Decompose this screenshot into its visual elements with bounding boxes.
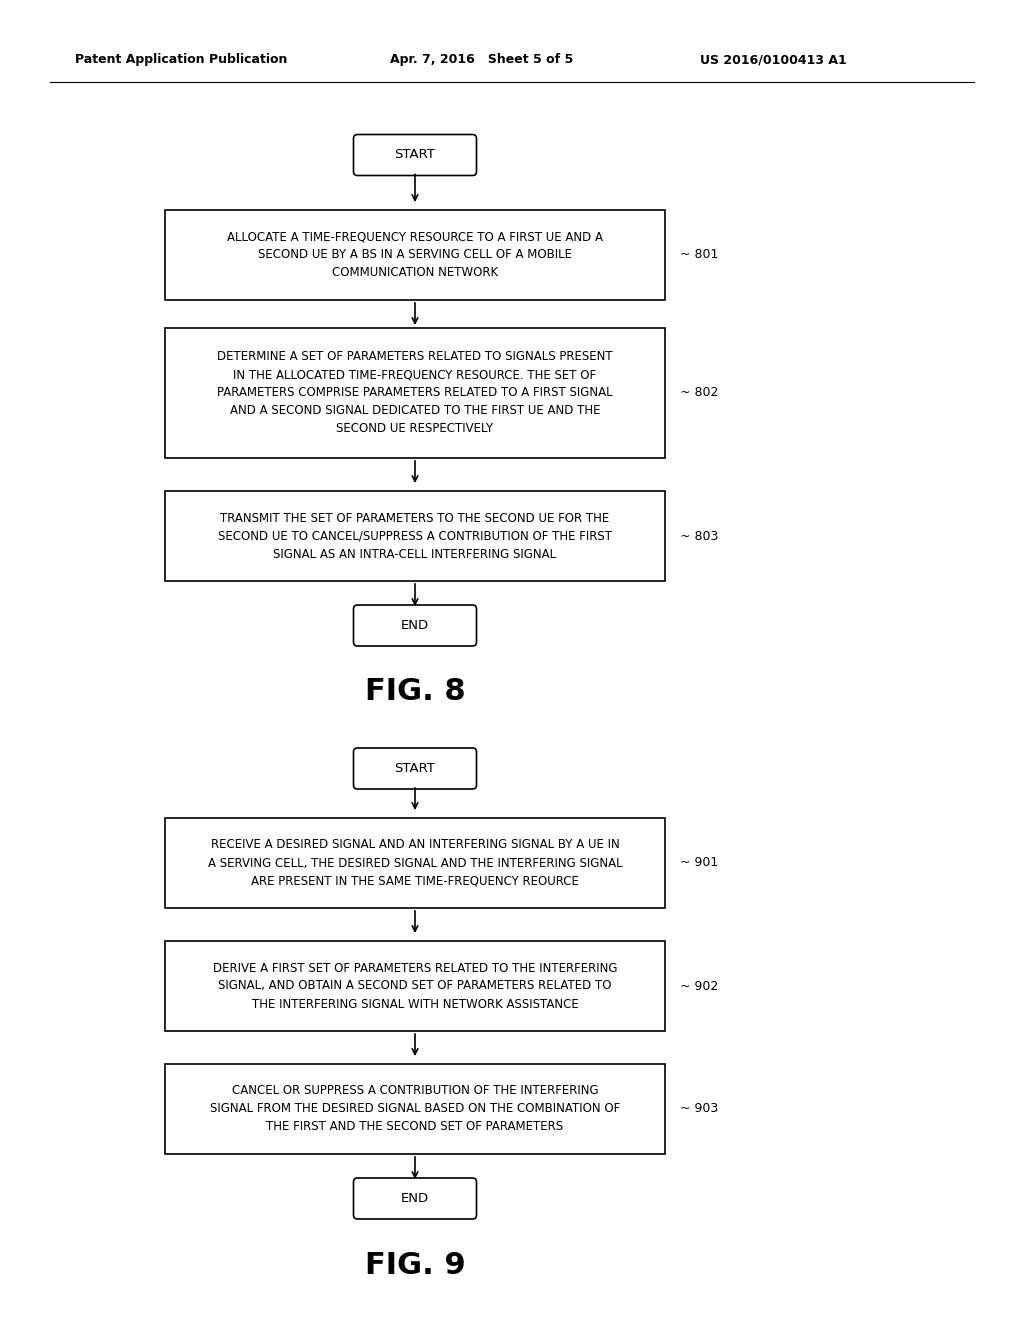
Text: END: END [401,619,429,632]
Text: FIG. 9: FIG. 9 [365,1250,465,1279]
Text: DERIVE A FIRST SET OF PARAMETERS RELATED TO THE INTERFERING
SIGNAL, AND OBTAIN A: DERIVE A FIRST SET OF PARAMETERS RELATED… [213,961,617,1011]
Text: FIG. 8: FIG. 8 [365,677,465,706]
FancyBboxPatch shape [353,605,476,645]
Text: ~ 902: ~ 902 [680,979,718,993]
Text: Patent Application Publication: Patent Application Publication [75,54,288,66]
Bar [165,1064,665,1154]
Text: ALLOCATE A TIME-FREQUENCY RESOURCE TO A FIRST UE AND A
SECOND UE BY A BS IN A SE: ALLOCATE A TIME-FREQUENCY RESOURCE TO A … [227,231,603,280]
Text: START: START [394,149,435,161]
FancyBboxPatch shape [353,748,476,789]
Bar [165,327,665,458]
Text: US 2016/0100413 A1: US 2016/0100413 A1 [700,54,847,66]
Text: ~ 802: ~ 802 [680,387,719,400]
FancyBboxPatch shape [353,135,476,176]
Text: ~ 803: ~ 803 [680,529,719,543]
FancyBboxPatch shape [353,1177,476,1218]
Text: END: END [401,1192,429,1205]
Text: TRANSMIT THE SET OF PARAMETERS TO THE SECOND UE FOR THE
SECOND UE TO CANCEL/SUPP: TRANSMIT THE SET OF PARAMETERS TO THE SE… [218,511,612,561]
Text: ~ 801: ~ 801 [680,248,719,261]
Bar [165,941,665,1031]
Bar [165,818,665,908]
Bar [165,491,665,581]
Text: RECEIVE A DESIRED SIGNAL AND AN INTERFERING SIGNAL BY A UE IN
A SERVING CELL, TH: RECEIVE A DESIRED SIGNAL AND AN INTERFER… [208,838,623,887]
Text: START: START [394,762,435,775]
Text: DETERMINE A SET OF PARAMETERS RELATED TO SIGNALS PRESENT
IN THE ALLOCATED TIME-F: DETERMINE A SET OF PARAMETERS RELATED TO… [217,351,612,436]
Text: CANCEL OR SUPPRESS A CONTRIBUTION OF THE INTERFERING
SIGNAL FROM THE DESIRED SIG: CANCEL OR SUPPRESS A CONTRIBUTION OF THE… [210,1085,621,1134]
Text: ~ 903: ~ 903 [680,1102,718,1115]
Text: Apr. 7, 2016   Sheet 5 of 5: Apr. 7, 2016 Sheet 5 of 5 [390,54,573,66]
Bar [165,210,665,300]
Text: ~ 901: ~ 901 [680,857,718,870]
